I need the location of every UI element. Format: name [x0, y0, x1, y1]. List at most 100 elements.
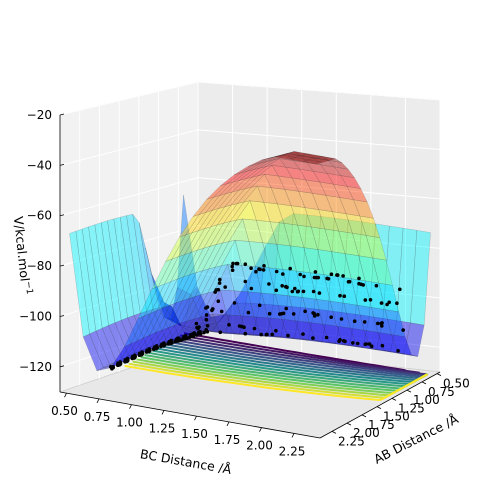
trajectory-point	[380, 343, 385, 348]
z-tick-label: −80	[27, 259, 52, 273]
trajectory-point	[293, 286, 297, 291]
surface-facet	[321, 156, 342, 163]
surface-facet	[212, 313, 234, 334]
surface-facet	[246, 161, 268, 172]
surface-facet	[309, 157, 330, 163]
trajectory-point	[267, 311, 272, 316]
surface-facet	[236, 185, 259, 205]
trajectory-point	[174, 338, 178, 343]
y-tick-mark	[421, 381, 427, 385]
trajectory-point	[243, 262, 248, 267]
surface-facet	[194, 266, 216, 297]
surface-facet	[284, 189, 306, 208]
surface-facet	[297, 224, 318, 250]
y-tick-label: 1.00	[413, 393, 440, 407]
trajectory-point	[367, 342, 372, 346]
surface-facet	[267, 152, 289, 159]
surface-facet	[281, 318, 303, 340]
surface-facet	[302, 297, 324, 325]
surface-facet	[197, 208, 219, 232]
surface-facet	[261, 292, 283, 320]
x-tick-mark	[129, 404, 132, 409]
surface-facet	[397, 352, 418, 357]
surface-facet	[371, 307, 392, 335]
contour-line	[180, 334, 420, 374]
surface-facet	[95, 327, 117, 365]
surface-facet	[271, 164, 293, 179]
trajectory-point	[261, 268, 266, 272]
surface-facet	[305, 179, 327, 196]
trajectory-point	[235, 261, 240, 266]
x-tick-label: 1.00	[116, 416, 143, 430]
contour-line	[172, 338, 428, 377]
z-grid-line	[197, 272, 441, 299]
surface-facet	[184, 228, 206, 256]
trajectory-point	[204, 313, 209, 317]
trajectory-point	[218, 277, 222, 282]
surface-facet	[258, 164, 279, 177]
trajectory-point	[249, 286, 254, 291]
surface-facet	[108, 322, 129, 359]
surface-facet	[120, 317, 142, 354]
surface-facet	[88, 224, 109, 329]
trajectory-point	[335, 273, 340, 277]
surface-facet	[342, 343, 363, 349]
surface-facet	[208, 241, 230, 270]
trajectory-point	[130, 354, 135, 359]
trajectory-point	[385, 302, 389, 307]
surface-facet	[263, 202, 285, 224]
surface-facet	[289, 157, 310, 162]
surface-facet	[346, 186, 368, 203]
surface-facet	[326, 173, 348, 187]
trajectory-point	[281, 272, 285, 276]
trajectory-point	[218, 330, 223, 335]
axis-lines	[59, 115, 441, 439]
trajectory-point	[301, 289, 306, 294]
surface-facet	[296, 270, 317, 300]
surface-facet	[344, 253, 366, 282]
surface-facet	[75, 228, 97, 335]
surface-facet	[322, 323, 344, 345]
surface-facet	[250, 173, 272, 189]
z-tick-label: −120	[19, 360, 52, 374]
contour-line	[183, 332, 406, 372]
z-grid-line	[59, 177, 199, 217]
surface-facet	[202, 242, 224, 272]
surface-facet	[190, 226, 212, 253]
trajectory-point	[376, 321, 380, 326]
trajectory-point	[313, 270, 318, 274]
surface-facet	[300, 155, 322, 166]
surface-facet	[226, 171, 247, 185]
surface-facet	[372, 257, 393, 286]
surface-facet	[219, 179, 241, 196]
surface-facet	[192, 197, 214, 217]
surface-facet	[169, 274, 191, 306]
surface-facet	[295, 155, 316, 161]
surface-facet	[233, 290, 255, 318]
surface-facet	[303, 247, 325, 275]
trajectory-point	[205, 329, 210, 334]
trajectory-point	[280, 284, 285, 288]
surface-facet	[198, 195, 221, 215]
trajectory-point	[219, 309, 224, 314]
trajectory-point	[396, 349, 400, 353]
surface-facet	[176, 249, 198, 280]
y-tick-mark	[376, 406, 382, 410]
trajectory-point	[302, 274, 306, 279]
trajectory-point	[395, 301, 399, 306]
surface-facet	[268, 267, 290, 297]
surface-facet	[228, 218, 250, 242]
surface-facet	[149, 304, 171, 336]
trajectory-point	[361, 283, 366, 287]
surface-facet	[209, 221, 231, 247]
surface-facet	[137, 286, 159, 319]
trajectory-point	[341, 274, 345, 278]
z-tick-label: −60	[27, 209, 52, 223]
surface-facet	[341, 219, 363, 315]
surface-facet	[187, 292, 209, 322]
y-tick-label: 1.25	[398, 401, 425, 415]
surface-facet	[161, 300, 183, 331]
surface-facet	[369, 223, 390, 319]
surface-facet	[195, 244, 217, 274]
